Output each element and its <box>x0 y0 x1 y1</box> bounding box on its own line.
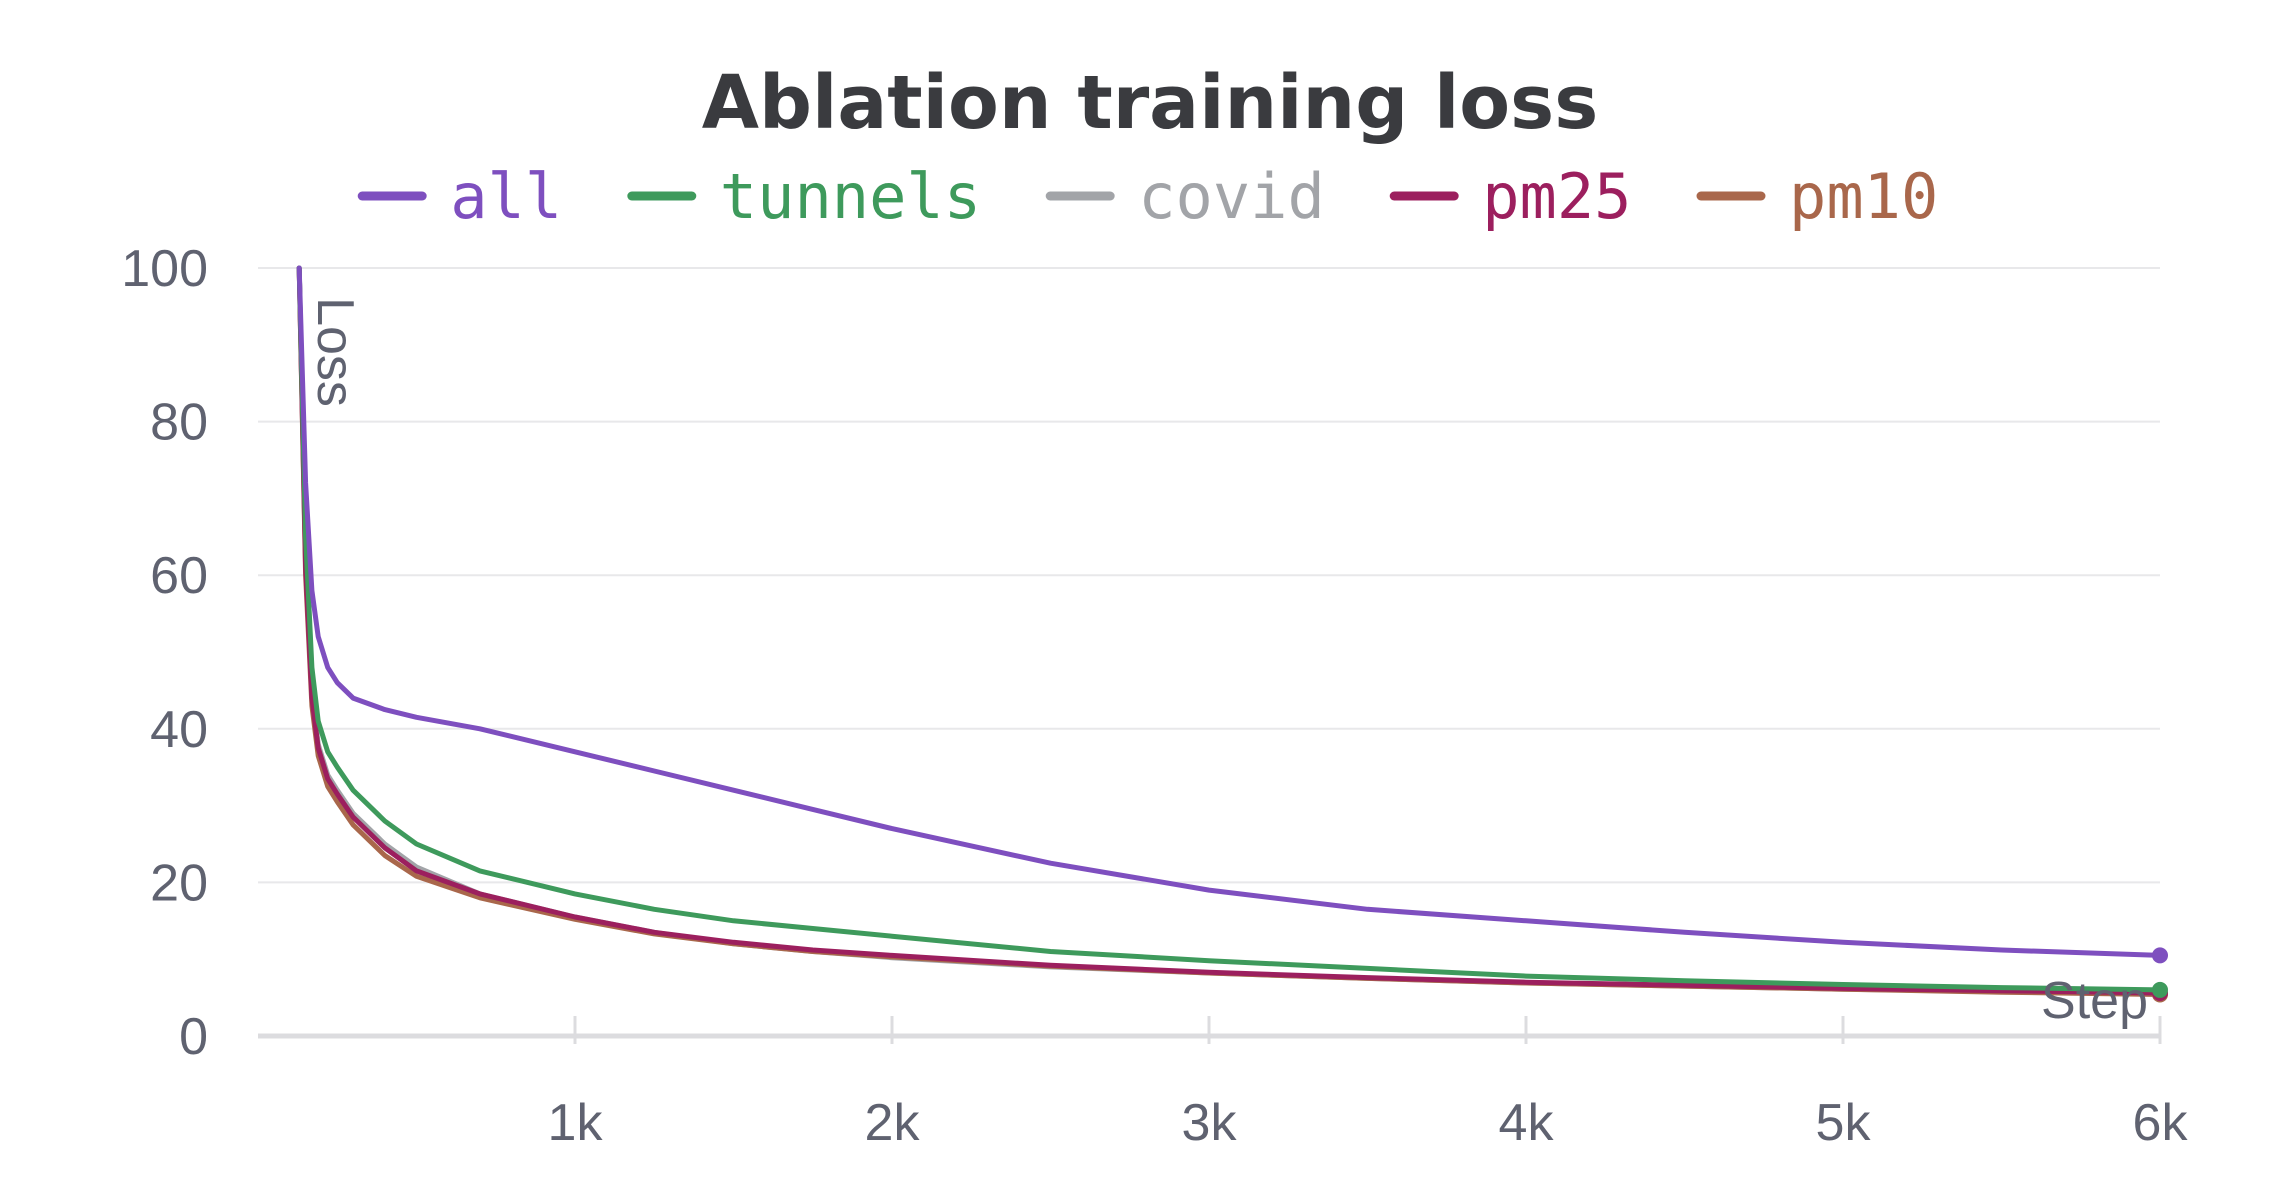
y-tick-label: 60 <box>150 547 208 605</box>
chart-title: Ablation training loss <box>702 60 1599 146</box>
legend-item-pm10[interactable]: pm10 <box>1696 160 1938 233</box>
legend: all tunnels covid pm25 pm10 <box>357 160 1938 233</box>
series-line-tunnels <box>296 265 2163 993</box>
x-tick-label: 5k <box>1816 1094 1872 1152</box>
legend-item-pm25[interactable]: pm25 <box>1389 160 1632 233</box>
series-end-point-all <box>2152 947 2168 964</box>
series-line-all <box>296 265 2163 958</box>
legend-item-all[interactable]: all <box>357 160 562 233</box>
legend-label: tunnels <box>720 160 981 233</box>
x-tick-label: 2k <box>865 1094 921 1152</box>
series-end-point-tunnels <box>2152 981 2168 998</box>
legend-item-tunnels[interactable]: tunnels <box>627 160 981 233</box>
grid-lines <box>258 267 2160 884</box>
legend-label: covid <box>1138 160 1325 233</box>
y-axis-label: Loss <box>306 297 364 407</box>
series-line-pm25 <box>296 265 2163 996</box>
y-tick-label: 40 <box>150 701 208 759</box>
series-line-pm10 <box>296 265 2163 997</box>
legend-label: pm25 <box>1482 160 1631 233</box>
x-tick-label: 3k <box>1182 1094 1238 1152</box>
y-tick-label: 100 <box>121 240 208 298</box>
y-tick-label: 20 <box>150 854 208 912</box>
series-layer <box>296 265 2168 1003</box>
x-tick-label: 6k <box>2133 1094 2189 1152</box>
y-tick-label: 80 <box>150 394 208 452</box>
legend-label: pm10 <box>1789 160 1938 233</box>
y-tick-label: 0 <box>179 1008 208 1066</box>
legend-label: all <box>450 160 562 233</box>
legend-item-covid[interactable]: covid <box>1045 160 1325 233</box>
axes: 0 20 40 60 80 100 1k 2k 3k 4k 5k 6k <box>121 240 2188 1152</box>
x-axis-label: Step <box>2041 972 2148 1030</box>
series-line-covid <box>296 265 2163 997</box>
x-tick-label: 4k <box>1499 1094 1555 1152</box>
x-tick-label: 1k <box>548 1094 604 1152</box>
